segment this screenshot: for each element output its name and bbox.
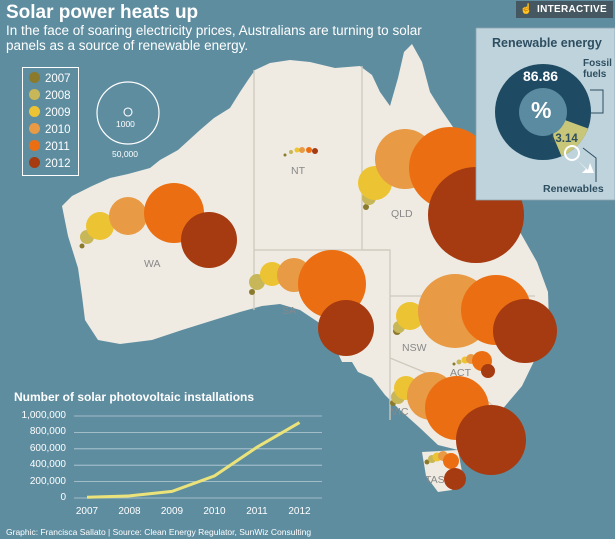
renewable-energy-panel — [475, 27, 615, 201]
pointer-arrow-icon — [577, 160, 594, 173]
legend-label: 2010 — [45, 124, 71, 136]
interactive-badge[interactable]: ☝ INTERACTIVE — [516, 1, 613, 18]
y-tick-label: 800,000 — [29, 426, 66, 438]
region-label-act[interactable]: ACT — [450, 367, 471, 379]
legend-swatch — [29, 140, 40, 151]
legend-swatch — [29, 89, 40, 100]
bubbles-wa — [79, 183, 237, 268]
x-tick-label: 2008 — [118, 506, 141, 517]
y-tick-label: 0 — [60, 492, 66, 503]
legend-item-2007[interactable]: 2007 — [29, 71, 71, 87]
bubbles-act — [452, 351, 495, 378]
installations-chart — [74, 415, 322, 499]
legend-item-2012[interactable]: 2012 — [29, 156, 71, 172]
interactive-label: INTERACTIVE — [537, 4, 607, 15]
y-tick-label: 400,000 — [29, 459, 66, 471]
installations-line — [86, 421, 301, 499]
scale-small-label: 1000 — [116, 119, 135, 129]
fossil-fuels-value: 86.86 — [523, 68, 559, 84]
region-label-qld[interactable]: QLD — [391, 208, 413, 220]
percent-symbol: % — [531, 97, 552, 123]
x-tick-label: 2007 — [75, 506, 99, 517]
legend-swatch — [29, 157, 40, 168]
chart-gridlines — [74, 415, 322, 499]
region-label-sa[interactable]: SA — [282, 305, 297, 317]
fossil-leader-line — [589, 89, 604, 114]
legend-label: 2008 — [45, 90, 71, 102]
fossil-fuels-label: Fossil fuels — [583, 58, 612, 80]
hand-pointer-icon: ☝ — [520, 4, 534, 15]
y-tick-label: 1,000,000 — [21, 410, 67, 421]
legend-swatch — [29, 106, 40, 117]
legend-item-2010[interactable]: 2010 — [29, 122, 71, 138]
renewables-label: Renewables — [543, 183, 604, 195]
region-label-nt[interactable]: NT — [291, 165, 305, 177]
bubbles-sa — [249, 250, 374, 356]
region-label-vic[interactable]: VIC — [391, 406, 409, 418]
scale-large-label: 50,000 — [112, 149, 138, 159]
legend-label: 2007 — [45, 73, 71, 85]
bubbles-nt — [283, 147, 318, 157]
bubbles-tas — [424, 451, 466, 490]
legend-label: 2009 — [45, 107, 71, 119]
renewables-value: 13.14 — [549, 133, 578, 145]
legend-item-2009[interactable]: 2009 — [29, 105, 71, 121]
year-legend: 2007 2008 2009 2010 2011 2012 — [22, 67, 79, 176]
x-tick-label: 2011 — [246, 506, 268, 517]
legend-item-2011[interactable]: 2011 — [29, 139, 70, 155]
region-label-nsw[interactable]: NSW — [402, 342, 427, 354]
cursor-ring-icon — [564, 145, 580, 161]
region-label-tas[interactable]: TAS — [425, 474, 445, 486]
y-tick-label: 200,000 — [29, 475, 66, 487]
legend-swatch — [29, 72, 40, 83]
size-scale — [96, 81, 160, 145]
region-label-wa[interactable]: WA — [144, 258, 161, 270]
bubbles-nsw — [393, 274, 557, 363]
page-subtitle: In the face of soaring electricity price… — [6, 23, 422, 53]
chart-title: Number of solar photovoltaic installatio… — [14, 390, 255, 404]
source-credit: Graphic: Francisca Sallato | Source: Cle… — [6, 527, 312, 537]
x-tick-label: 2010 — [203, 506, 226, 517]
bubbles-vic — [390, 372, 526, 475]
renewable-panel-title: Renewable energy — [492, 36, 602, 50]
legend-swatch — [29, 123, 40, 134]
legend-label: 2012 — [45, 158, 71, 170]
legend-label: 2011 — [45, 141, 70, 153]
legend-item-2008[interactable]: 2008 — [29, 88, 71, 104]
y-tick-label: 600,000 — [29, 442, 66, 454]
x-tick-label: 2009 — [160, 506, 184, 517]
renewables-leader-line — [582, 147, 597, 182]
page-title: Solar power heats up — [6, 2, 199, 23]
x-tick-label: 2012 — [288, 506, 311, 517]
donut-hole — [519, 88, 567, 136]
